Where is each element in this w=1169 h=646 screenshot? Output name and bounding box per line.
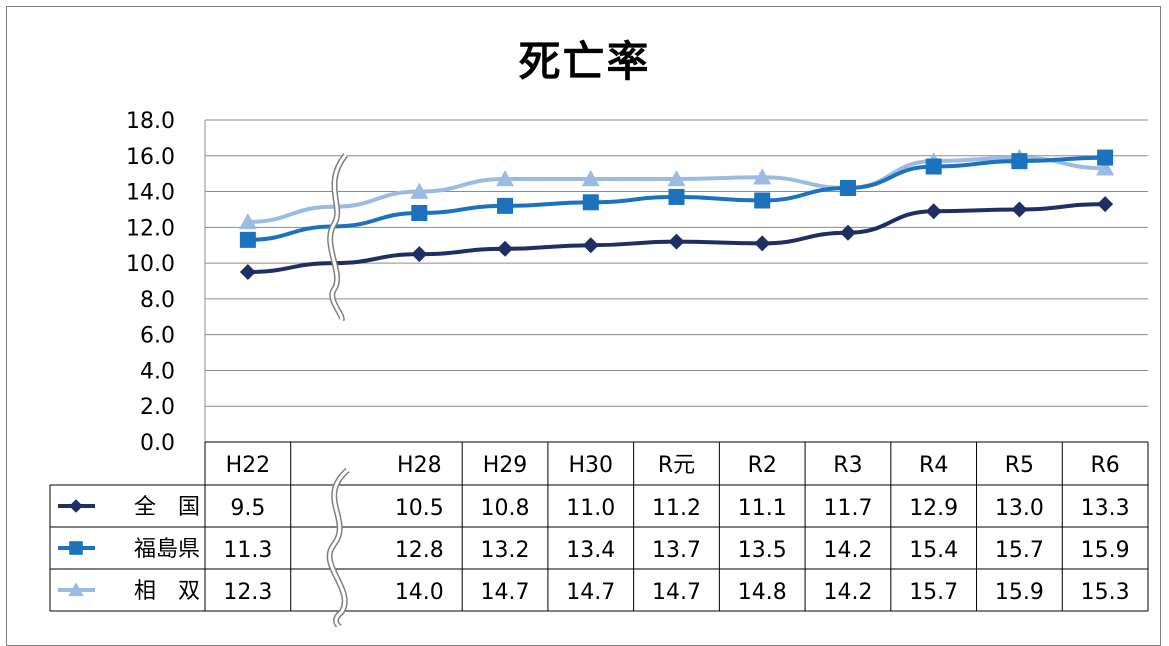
data-label: 11.1	[738, 496, 787, 521]
x-category-label: R4	[919, 453, 948, 478]
data-label: 10.5	[395, 496, 444, 521]
data-label: 11.7	[823, 496, 872, 521]
data-point	[582, 194, 599, 211]
data-point	[411, 205, 428, 222]
series-lines	[238, 148, 1115, 281]
y-tick-label: 6.0	[140, 324, 175, 349]
y-tick-label: 10.0	[126, 252, 175, 277]
x-category-label: R元	[658, 453, 695, 478]
data-point	[668, 233, 685, 250]
y-tick-label: 0.0	[140, 431, 175, 456]
data-point	[839, 224, 856, 241]
gridlines	[204, 119, 1148, 443]
axis-break-marks	[326, 153, 350, 627]
line-chart: 0.02.04.06.08.010.012.014.016.018.0 H22 H…	[49, 109, 1149, 627]
data-label: 13.3	[1081, 496, 1130, 521]
data-point	[1097, 196, 1114, 213]
data-label: 15.7	[995, 538, 1044, 563]
data-label: 15.3	[1081, 580, 1130, 605]
data-label: 10.8	[481, 496, 530, 521]
y-tick-label: 16.0	[126, 145, 175, 170]
data-point	[754, 235, 771, 252]
x-category-label: R5	[1005, 453, 1034, 478]
data-label: 14.2	[823, 580, 872, 605]
data-label: 14.7	[652, 580, 701, 605]
y-tick-label: 8.0	[140, 288, 175, 313]
data-point	[411, 246, 428, 263]
data-point	[582, 237, 599, 254]
data-point	[839, 179, 856, 196]
data-label: 14.2	[823, 538, 872, 563]
data-label: 13.4	[566, 538, 615, 563]
data-point	[1011, 201, 1028, 218]
data-point	[238, 212, 257, 230]
data-point	[668, 188, 685, 205]
data-label: 11.3	[223, 538, 272, 563]
x-category-label: H22	[226, 453, 271, 478]
data-label: 13.0	[995, 496, 1044, 521]
data-point	[497, 240, 514, 257]
data-label: 13.5	[738, 538, 787, 563]
data-label: 15.7	[909, 580, 958, 605]
legend-marker	[69, 541, 83, 555]
data-label: 12.8	[395, 538, 444, 563]
data-label: 12.9	[909, 496, 958, 521]
data-point	[754, 192, 771, 209]
break-mark	[328, 154, 347, 321]
data-label: 13.2	[481, 538, 530, 563]
data-label: 14.7	[481, 580, 530, 605]
data-table: H22 H28 H29 H30 R元 R2 R3 R4 R5 R6 全 国 9.5 10.5 10.8 11…	[49, 441, 1149, 612]
data-point	[753, 168, 772, 185]
x-category-label: R3	[833, 453, 862, 478]
x-category-label: H29	[483, 453, 528, 478]
data-label: 14.0	[395, 580, 444, 605]
data-label: 9.5	[230, 496, 265, 521]
legend-label: 全 国	[134, 495, 200, 520]
data-point	[1097, 149, 1114, 166]
data-point	[239, 264, 256, 281]
x-category-label: H30	[568, 453, 613, 478]
y-tick-label: 12.0	[126, 216, 175, 241]
y-tick-label: 4.0	[140, 359, 175, 384]
data-point	[581, 170, 600, 187]
data-label: 12.3	[223, 580, 272, 605]
data-point	[925, 158, 942, 175]
data-label: 15.9	[995, 580, 1044, 605]
legend-marker	[69, 499, 83, 513]
legend-marker	[68, 582, 84, 597]
data-label: 15.4	[909, 538, 958, 563]
data-label: 11.0	[566, 496, 615, 521]
data-point	[925, 203, 942, 220]
data-point	[497, 197, 514, 214]
data-point	[410, 182, 429, 199]
x-category-label: R2	[748, 453, 777, 478]
data-label: 14.7	[566, 580, 615, 605]
data-label: 11.2	[652, 496, 701, 521]
y-tick-label: 14.0	[126, 181, 175, 206]
data-label: 13.7	[652, 538, 701, 563]
data-point	[239, 231, 256, 248]
data-point	[1096, 159, 1115, 176]
data-point	[667, 170, 686, 187]
table-break-mark	[328, 468, 349, 627]
y-axis: 0.0 2.0 4.0 6.0 8.0 10.0 12.0 14.0 16.0 18.0	[126, 109, 175, 456]
x-category-label: R6	[1090, 453, 1119, 478]
legend-label: 相 双	[134, 579, 200, 604]
y-tick-label: 18.0	[126, 109, 175, 134]
data-point	[496, 170, 515, 187]
chart-title: 死亡率	[518, 37, 651, 86]
data-point	[1011, 153, 1028, 170]
x-category-label: H28	[397, 453, 442, 478]
legend-label: 福島県	[134, 537, 200, 562]
y-tick-label: 2.0	[140, 395, 175, 420]
data-label: 15.9	[1081, 538, 1130, 563]
data-label: 14.8	[738, 580, 787, 605]
